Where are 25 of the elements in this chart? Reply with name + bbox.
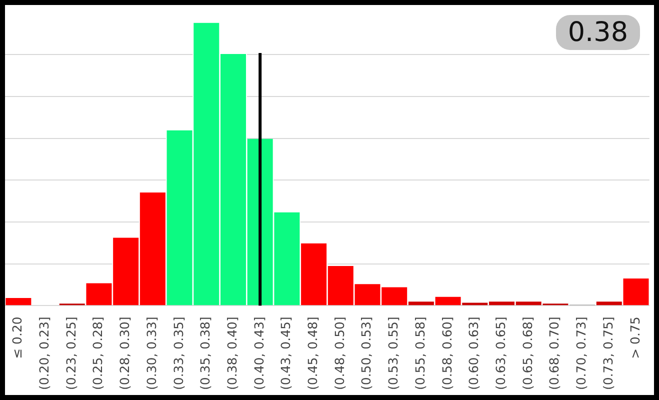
x-tick-label: (0.53, 0.55] <box>386 316 401 390</box>
x-tick-label: (0.40, 0.43] <box>251 316 266 390</box>
x-tick-label: (0.68, 0.70] <box>546 316 562 390</box>
x-tick-label: > 0.75 <box>627 316 642 359</box>
x-tick-label: (0.73, 0.75] <box>600 316 616 390</box>
x-tick-label: (0.60, 0.63] <box>466 316 482 390</box>
x-tick-label: (0.48, 0.50] <box>332 316 347 390</box>
x-tick-label: (0.45, 0.48] <box>305 316 320 390</box>
x-tick-label: (0.33, 0.35] <box>170 316 186 390</box>
x-tick-label: (0.43, 0.45] <box>278 316 294 390</box>
x-tick-label: (0.58, 0.60] <box>439 316 454 390</box>
x-tick-label: (0.20, 0.23] <box>36 316 52 390</box>
x-tick-label: (0.63, 0.65] <box>492 316 508 390</box>
x-tick-label: (0.50, 0.53] <box>358 316 374 390</box>
x-tick-label: (0.65, 0.68] <box>520 316 535 390</box>
x-tick-label: (0.25, 0.28] <box>90 316 106 390</box>
x-tick-label: (0.55, 0.58] <box>412 316 428 390</box>
x-tick-label: (0.30, 0.33] <box>144 316 159 390</box>
x-tick-label: (0.35, 0.38] <box>198 316 213 390</box>
x-tick-label: (0.38, 0.40] <box>224 316 240 390</box>
x-tick-label: (0.28, 0.30] <box>117 316 132 390</box>
annotation: 0.38 <box>556 15 640 50</box>
x-tick-label: (0.70, 0.73] <box>574 316 589 390</box>
x-tick-label: (0.23, 0.25] <box>63 316 78 390</box>
x-tick-label: ≤ 0.20 <box>10 316 25 359</box>
